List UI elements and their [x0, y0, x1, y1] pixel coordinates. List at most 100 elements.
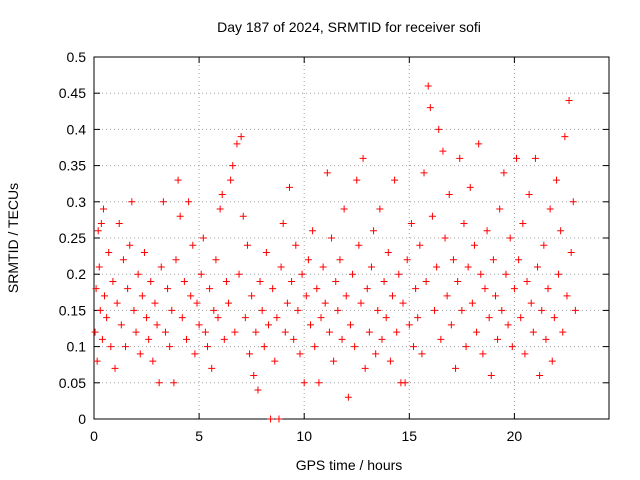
- data-point: [405, 321, 413, 329]
- data-point: [252, 328, 260, 336]
- data-point: [166, 343, 174, 351]
- data-point: [504, 321, 512, 329]
- data-point: [523, 277, 531, 285]
- data-point: [355, 241, 363, 249]
- data-point: [126, 241, 134, 249]
- data-point: [214, 314, 222, 322]
- data-point: [489, 256, 497, 264]
- data-point: [254, 386, 262, 394]
- y-tick-label: 0.45: [59, 85, 86, 101]
- data-point: [321, 299, 329, 307]
- data-point: [346, 321, 354, 329]
- data-point: [239, 212, 247, 220]
- data-point: [237, 133, 245, 141]
- data-point: [227, 176, 235, 184]
- data-point: [101, 292, 109, 300]
- data-point: [231, 328, 239, 336]
- data-point: [201, 328, 209, 336]
- data-point: [176, 212, 184, 220]
- x-tick-label: 5: [195, 428, 203, 444]
- data-point: [521, 350, 529, 358]
- data-point: [210, 306, 218, 314]
- plot-frame: [93, 56, 610, 420]
- data-point: [433, 263, 441, 271]
- data-point: [544, 285, 552, 293]
- data-points: [91, 82, 579, 423]
- data-point: [565, 96, 573, 104]
- grid-lines: [94, 57, 609, 419]
- data-point: [559, 328, 567, 336]
- data-point: [515, 256, 523, 264]
- y-tick-label: 0.1: [67, 339, 87, 355]
- data-point: [222, 277, 230, 285]
- data-point: [561, 133, 569, 141]
- data-point: [357, 299, 365, 307]
- data-point: [460, 220, 468, 228]
- axis-tick-labels: 0 0.05 0.1 0.15 0.2 0.25 0.3 0.35 0.4 0.45 0.5 0 5 10…: [59, 49, 523, 444]
- data-point: [233, 140, 241, 148]
- data-point: [279, 220, 287, 228]
- data-point: [109, 277, 117, 285]
- data-point: [494, 335, 502, 343]
- data-point: [426, 104, 434, 112]
- data-point: [374, 306, 382, 314]
- data-point: [298, 270, 306, 278]
- data-point: [191, 350, 199, 358]
- data-point: [180, 277, 188, 285]
- data-point: [550, 314, 558, 322]
- x-tick-label: 0: [90, 428, 98, 444]
- data-point: [311, 343, 319, 351]
- data-point: [534, 263, 542, 271]
- data-point: [481, 285, 489, 293]
- data-point: [546, 205, 554, 213]
- data-point: [328, 234, 336, 242]
- data-point: [410, 343, 418, 351]
- y-tick-label: 0.35: [59, 158, 86, 174]
- data-point: [399, 299, 407, 307]
- data-point: [372, 350, 380, 358]
- data-point: [128, 198, 136, 206]
- data-point: [536, 372, 544, 380]
- data-point: [500, 169, 508, 177]
- data-point: [208, 364, 216, 372]
- data-point: [567, 248, 575, 256]
- data-point: [304, 256, 312, 264]
- data-point: [359, 154, 367, 162]
- data-point: [290, 335, 298, 343]
- axis-ticks: [93, 56, 609, 420]
- data-point: [510, 285, 518, 293]
- data-point: [258, 306, 266, 314]
- data-point: [407, 220, 415, 228]
- data-point: [332, 277, 340, 285]
- data-point: [487, 372, 495, 380]
- data-point: [172, 256, 180, 264]
- data-point: [93, 357, 101, 365]
- data-point: [147, 277, 155, 285]
- data-point: [115, 220, 123, 228]
- data-point: [157, 263, 165, 271]
- data-point: [235, 270, 243, 278]
- data-point: [502, 270, 510, 278]
- data-point: [138, 292, 146, 300]
- data-point: [338, 335, 346, 343]
- data-point: [513, 154, 521, 162]
- y-tick-label: 0.5: [67, 49, 87, 65]
- data-point: [185, 198, 193, 206]
- data-point: [365, 328, 373, 336]
- data-point: [159, 198, 167, 206]
- data-point: [315, 379, 323, 387]
- data-point: [517, 314, 525, 322]
- data-point: [134, 270, 142, 278]
- data-point: [555, 270, 563, 278]
- data-point: [117, 321, 125, 329]
- data-point: [498, 306, 506, 314]
- data-point: [124, 285, 132, 293]
- data-point: [256, 277, 264, 285]
- data-point: [220, 335, 228, 343]
- data-point: [325, 328, 333, 336]
- y-tick-label: 0.4: [67, 121, 87, 137]
- data-point: [418, 350, 426, 358]
- data-point: [105, 248, 113, 256]
- data-point: [243, 241, 251, 249]
